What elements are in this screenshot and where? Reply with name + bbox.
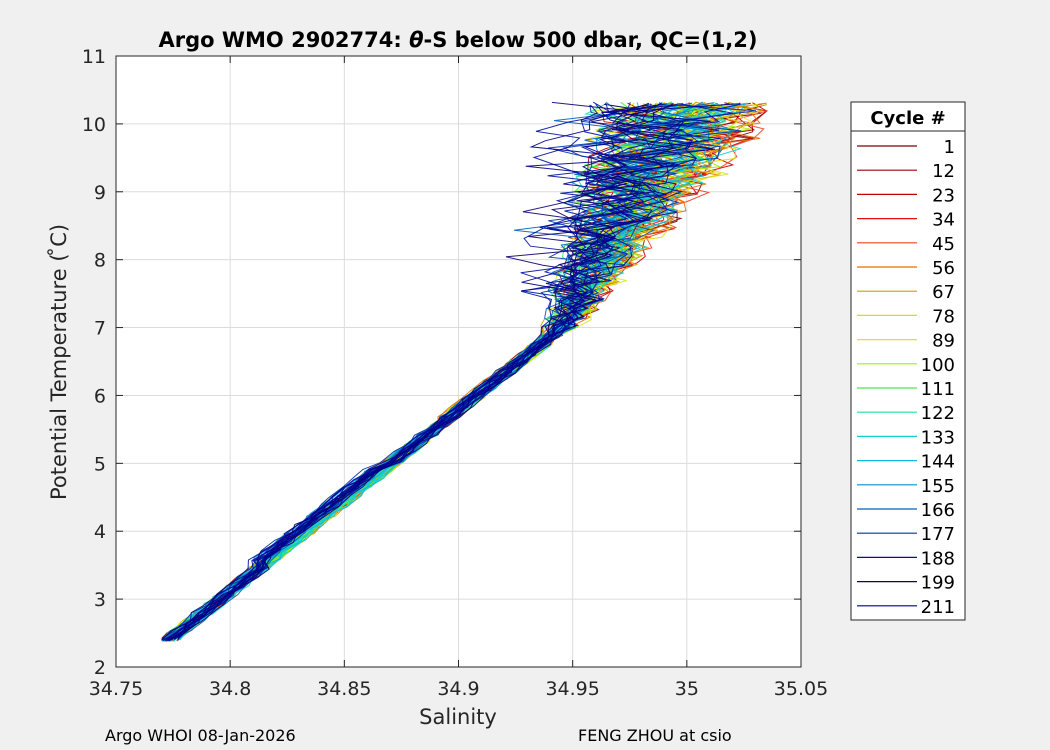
x-tick-label-6: 35.05 <box>774 678 828 700</box>
y-tick-label-1: 3 <box>94 589 106 611</box>
x-tick-label-2: 34.85 <box>317 678 371 700</box>
legend-label-34: 34 <box>932 210 955 231</box>
data-lines <box>161 101 768 642</box>
legend-label-166: 166 <box>921 500 955 521</box>
legend-label-89: 89 <box>932 331 955 352</box>
y-tick-label-7: 9 <box>94 182 106 204</box>
legend-label-100: 100 <box>921 355 955 376</box>
profile-line-177-2 <box>161 102 697 639</box>
x-tick-label-5: 35 <box>675 678 699 700</box>
chart-title: Argo WMO 2902774: θ-S below 500 dbar, QC… <box>158 28 757 52</box>
legend-label-12: 12 <box>932 161 955 182</box>
legend-label-133: 133 <box>921 427 955 448</box>
legend-label-188: 188 <box>921 548 955 569</box>
legend-label-155: 155 <box>921 476 955 497</box>
legend-label-122: 122 <box>921 403 955 424</box>
y-axis-label: Potential Temperature ( ̊C) <box>47 224 71 500</box>
x-tick-label-0: 34.75 <box>89 678 143 700</box>
legend-label-111: 111 <box>921 379 955 400</box>
legend-label-199: 199 <box>921 573 955 594</box>
profile-line-188-1 <box>161 104 629 641</box>
footer-right: FENG ZHOU at csio <box>578 726 732 745</box>
profile-line-166-0 <box>168 102 714 642</box>
y-tick-label-0: 2 <box>94 657 106 679</box>
legend-label-23: 23 <box>932 185 955 206</box>
legend-label-45: 45 <box>932 234 955 255</box>
legend-label-144: 144 <box>921 452 955 473</box>
y-tick-label-9: 11 <box>82 46 106 68</box>
x-tick-label-4: 34.95 <box>545 678 599 700</box>
y-tick-label-6: 8 <box>94 250 106 272</box>
y-tick-label-4: 6 <box>94 385 106 407</box>
y-tick-label-8: 10 <box>82 114 106 136</box>
profile-line-133-3 <box>172 102 743 642</box>
legend-title: Cycle # <box>870 108 945 129</box>
x-tick-label-1: 34.8 <box>209 678 251 700</box>
x-axis-label: Salinity <box>419 705 497 729</box>
legend-label-1: 1 <box>944 137 955 158</box>
legend-label-56: 56 <box>932 258 955 279</box>
y-tick-label-5: 7 <box>94 318 106 340</box>
y-tick-label-3: 5 <box>94 453 106 475</box>
profile-line-211-1 <box>162 103 683 642</box>
legend-label-78: 78 <box>932 306 955 327</box>
footer-left: Argo WHOI 08-Jan-2026 <box>105 726 296 745</box>
profile-line-211-0 <box>169 103 721 641</box>
legend-label-177: 177 <box>921 524 955 545</box>
x-tick-label-3: 34.9 <box>437 678 479 700</box>
legend-label-67: 67 <box>932 282 955 303</box>
legend: Cycle # 1 12 23 34 45 56 67 78 89 100 111 122 133 144 1… <box>850 101 966 621</box>
legend-label-211: 211 <box>921 597 955 618</box>
profile-line-199-4 <box>161 102 684 640</box>
profile-line-188-4 <box>168 103 720 642</box>
y-tick-label-2: 4 <box>94 521 106 543</box>
axes: 34.75 34.8 34.85 34.9 34.95 35 35.05 2 3 4 5 6 7 8 9 10… <box>82 46 828 700</box>
profile-line-211-4 <box>177 103 667 639</box>
